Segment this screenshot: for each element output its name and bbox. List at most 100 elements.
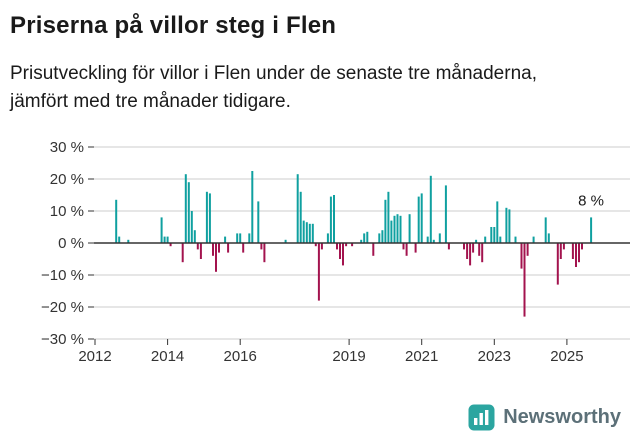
chart-bar [196, 243, 199, 250]
x-tick-label: 2021 [405, 348, 438, 365]
chart-bar [339, 243, 341, 260]
y-tick-label: −30 % [41, 331, 84, 348]
chart-bar [329, 196, 332, 244]
chart-bar [481, 243, 484, 263]
chart-bar [581, 243, 583, 250]
chart-bar [547, 233, 550, 244]
price-bar-chart: 30 % 20 % 10 % 0 % −10 % −20 % −30 % 2012 2014 20… [10, 135, 630, 369]
chart-bar [308, 223, 311, 244]
chart-bar [381, 230, 384, 244]
chart-bar [390, 220, 393, 244]
chart-bar [463, 243, 465, 250]
chart-bar [360, 239, 363, 244]
chart-bar [429, 175, 432, 244]
chart-bar [444, 185, 447, 244]
newsworthy-logo[interactable]: Newsworthy [468, 404, 621, 431]
chart-bar [484, 236, 487, 244]
chart-bar [208, 193, 211, 244]
chart-bar [302, 220, 305, 244]
chart-bar [447, 243, 450, 250]
chart-bar [127, 239, 130, 244]
newsworthy-bar-chart-icon [468, 404, 495, 431]
chart-bar [248, 233, 251, 244]
x-tick-label: 2016 [224, 348, 257, 365]
chart-bar [242, 243, 245, 253]
chart-bar [336, 243, 338, 250]
chart-bar [342, 243, 344, 266]
chart-bar [187, 182, 190, 244]
chart-bar [505, 207, 508, 244]
y-tick-label: −10 % [41, 267, 84, 284]
y-tick-label: −20 % [41, 299, 84, 316]
chart-bar [562, 243, 565, 250]
chart-bar [190, 211, 193, 244]
chart-bar [438, 233, 441, 244]
chart-bar [417, 196, 420, 244]
x-tick-label: 2025 [550, 348, 583, 365]
y-tick-label: 30 % [50, 139, 84, 156]
y-tick-label: 10 % [50, 203, 84, 220]
chart-bar [520, 243, 523, 269]
chart-bar [345, 243, 348, 247]
chart-bar [193, 230, 196, 244]
chart-bar [218, 243, 220, 253]
chart-bar [236, 233, 239, 244]
chart-bar [514, 236, 517, 244]
chart-bar [320, 243, 323, 250]
chart-bar [571, 243, 574, 260]
chart-bar [212, 243, 214, 256]
chart-bar [405, 243, 408, 256]
chart-bar [284, 239, 287, 244]
chart-bar [499, 236, 502, 244]
chart-bar [393, 215, 396, 244]
chart-bar [184, 174, 187, 244]
page-title: Priserna på villor steg i Flen [10, 12, 337, 39]
chart-bar [414, 243, 417, 253]
last-value-annotation: 8 % [578, 192, 604, 209]
chart-bar [496, 201, 499, 244]
chart-bar [387, 191, 390, 244]
chart-bar [199, 243, 202, 260]
chart-bar [215, 243, 217, 272]
chart-bar [314, 243, 317, 247]
chart-bar [227, 243, 230, 253]
chart-bar [166, 236, 169, 244]
chart-bar [490, 227, 493, 244]
chart-bar [493, 227, 496, 244]
x-tick-label: 2023 [478, 348, 511, 365]
chart-bar [351, 243, 354, 247]
chart-bar [432, 239, 435, 244]
chart-bar [408, 214, 411, 244]
chart-bar [163, 236, 166, 244]
chart-bar [399, 215, 402, 244]
chart-bar [532, 236, 535, 244]
chart-bar [363, 233, 366, 244]
chart-bar [578, 243, 580, 263]
chart-bar [396, 214, 399, 244]
chart-bar [523, 243, 526, 317]
x-tick-label: 2014 [151, 348, 184, 365]
chart-canvas: 30 % 20 % 10 % 0 % −10 % −20 % −30 %2012 2014 20… [41, 139, 630, 365]
chart-bar [260, 243, 263, 250]
chart-bar [420, 193, 423, 244]
chart-bar [160, 217, 163, 244]
x-tick-label: 2019 [332, 348, 365, 365]
chart-bar [257, 201, 260, 244]
chart-bar [384, 199, 387, 244]
chart-bar [333, 195, 335, 244]
chart-bar [526, 243, 529, 256]
chart-bar [263, 243, 266, 263]
chart-bar [478, 243, 481, 256]
chart-bar [169, 243, 172, 247]
chart-bar [575, 243, 577, 268]
chart-bar [181, 243, 184, 263]
y-tick-label: 0 % [58, 235, 84, 252]
chart-bar [239, 233, 242, 244]
chart-bar [475, 239, 478, 244]
chart-bar [299, 191, 302, 244]
chart-bar [366, 231, 369, 244]
chart-bar [402, 243, 405, 250]
chart-bar [556, 243, 559, 285]
chart-bar [317, 243, 320, 301]
